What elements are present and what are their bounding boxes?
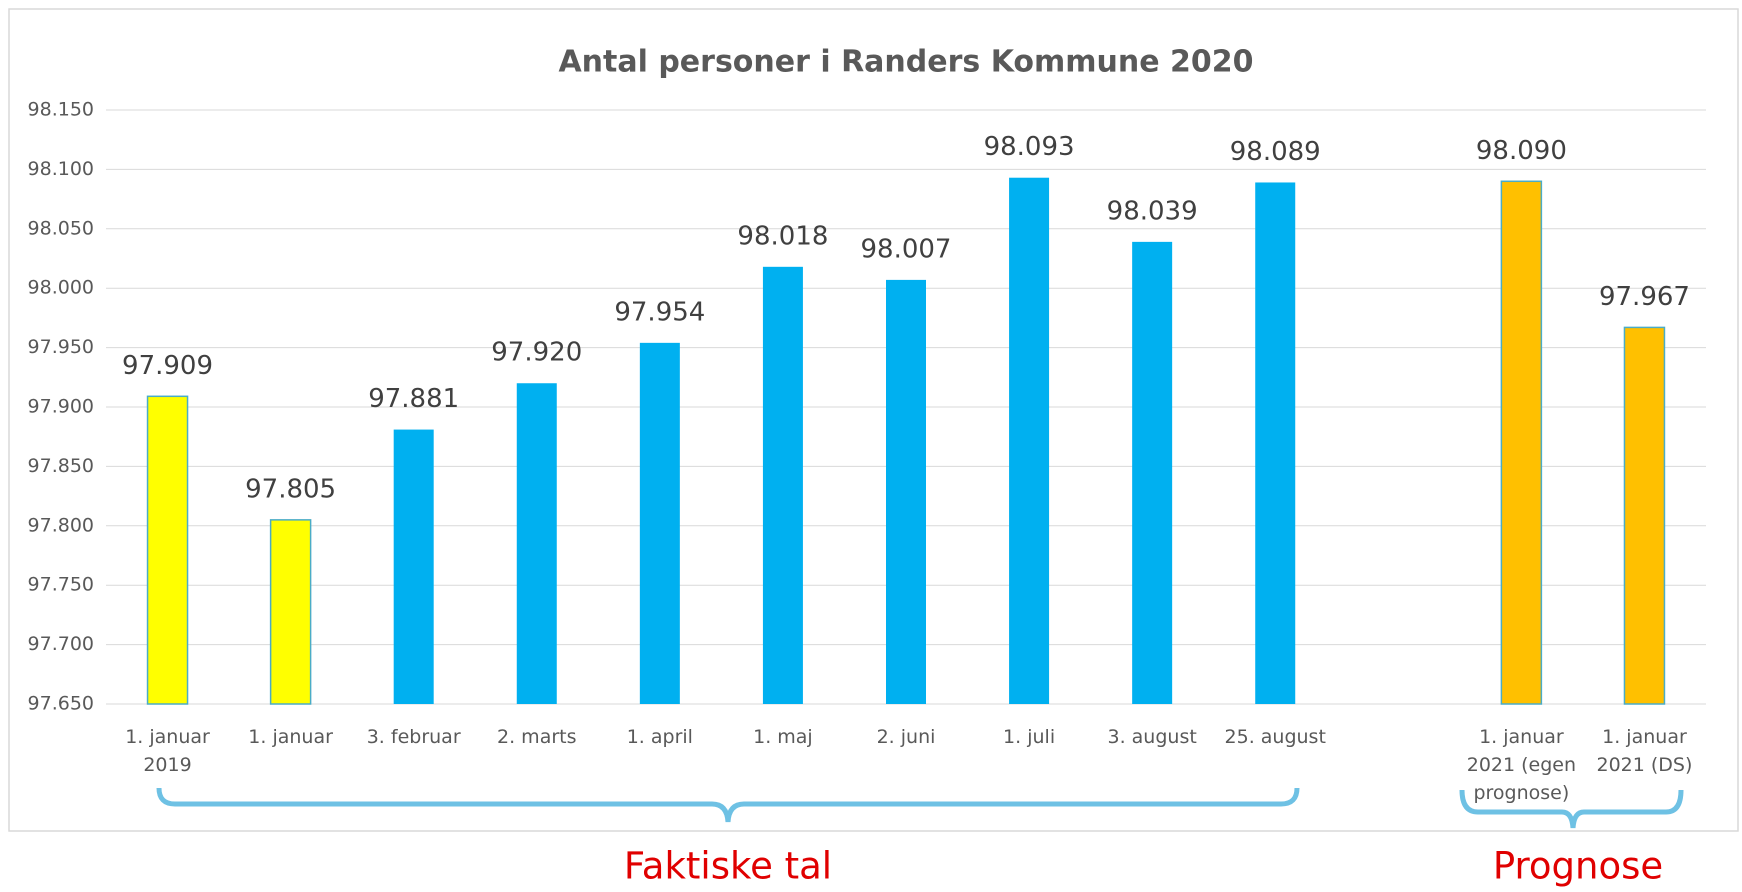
bar <box>1500 180 1543 705</box>
x-tick-label: 1. januar 2021 (egen prognose) <box>1467 726 1576 804</box>
x-tick-label: 3. februar <box>367 726 461 748</box>
data-label: 98.039 <box>1107 196 1198 226</box>
bar <box>1009 177 1050 704</box>
y-tick-label: 97.950 <box>28 336 94 358</box>
x-tick-label: 1. januar <box>248 726 333 748</box>
data-label: 98.007 <box>861 234 952 264</box>
data-label: 98.089 <box>1230 137 1321 167</box>
x-tick-label: 3. august <box>1107 726 1196 748</box>
bar <box>146 395 189 705</box>
chart-frame <box>8 8 1739 832</box>
y-tick-label: 97.650 <box>28 693 94 715</box>
y-tick-label: 97.750 <box>28 574 94 596</box>
data-label: 97.909 <box>122 351 213 381</box>
bar <box>1623 326 1666 705</box>
x-tick-label: 1. maj <box>753 726 813 748</box>
annotation: Prognose <box>1493 845 1663 888</box>
bar <box>393 429 434 704</box>
bar <box>762 266 803 704</box>
data-label: 97.954 <box>614 297 705 327</box>
bar <box>269 519 312 705</box>
y-tick-label: 98.150 <box>28 99 94 121</box>
annotation: Faktiske tal <box>624 845 832 888</box>
data-label: 97.920 <box>491 338 582 368</box>
y-tick-label: 98.050 <box>28 217 94 239</box>
y-tick-label: 98.100 <box>28 158 94 180</box>
bar <box>886 279 926 704</box>
x-tick-label: 1. april <box>627 726 693 748</box>
bar <box>516 383 557 704</box>
chart-title: Antal personer i Randers Kommune 2020 <box>558 45 1253 80</box>
data-label: 98.093 <box>984 132 1075 162</box>
y-tick-label: 97.700 <box>28 633 94 655</box>
y-tick-label: 97.850 <box>28 455 94 477</box>
bar <box>1255 182 1296 704</box>
data-label: 98.090 <box>1476 136 1567 166</box>
brace <box>156 787 1300 823</box>
x-tick-label: 2. juni <box>877 726 936 748</box>
bar <box>639 342 680 704</box>
x-tick-label: 25. august <box>1225 726 1326 748</box>
y-tick-label: 97.800 <box>28 514 94 536</box>
data-label: 97.881 <box>368 384 459 414</box>
y-tick-label: 98.000 <box>28 277 94 299</box>
data-label: 97.805 <box>245 474 336 504</box>
bar <box>1132 241 1173 705</box>
data-label: 97.967 <box>1599 282 1690 312</box>
y-tick-label: 97.900 <box>28 396 94 418</box>
x-tick-label: 2. marts <box>497 726 576 748</box>
x-tick-label: 1. juli <box>1003 726 1055 748</box>
x-tick-label: 1. januar 2019 <box>125 726 210 776</box>
brace <box>1459 789 1684 829</box>
x-tick-label: 1. januar 2021 (DS) <box>1597 726 1693 776</box>
data-label: 98.018 <box>737 221 828 251</box>
